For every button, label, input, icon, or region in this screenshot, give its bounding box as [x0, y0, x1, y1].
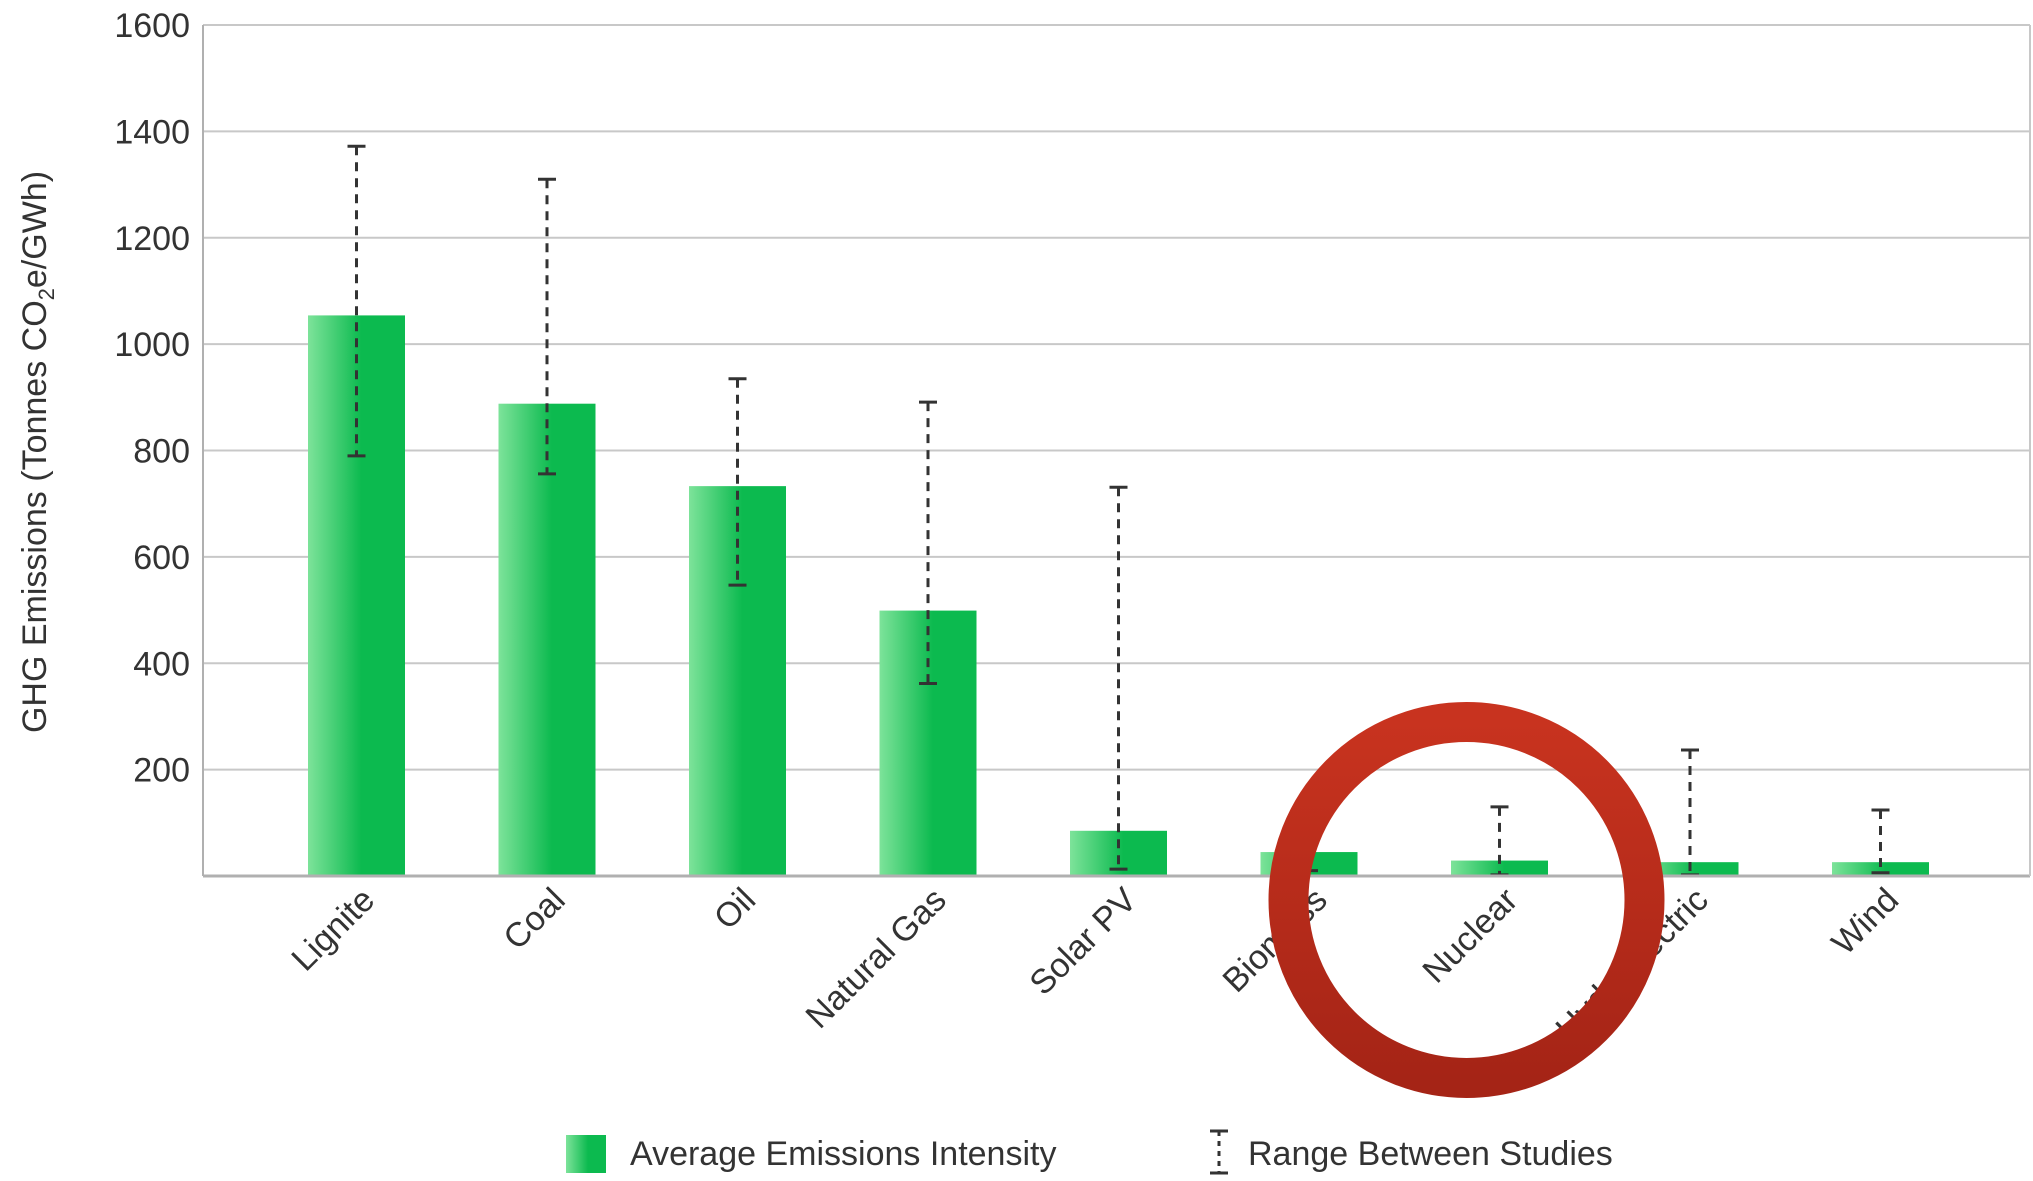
x-tick-label: Coal — [496, 881, 572, 957]
y-tick-label: 800 — [133, 433, 190, 471]
x-tick-label: Natural Gas — [799, 881, 954, 1036]
bar-wind — [1832, 862, 1929, 876]
legend-bar-swatch — [566, 1135, 606, 1173]
range-bar-coal — [538, 177, 556, 476]
bars — [308, 315, 1929, 876]
legend-range-icon — [1210, 1129, 1228, 1175]
bar-natural-gas — [879, 610, 977, 876]
range-bar-solar-pv — [1109, 485, 1128, 871]
legend-bar-label: Average Emissions Intensity — [630, 1135, 1056, 1173]
y-tick-label: 600 — [133, 539, 190, 577]
range-bar-lignite — [347, 144, 366, 458]
range-bar-oil — [728, 377, 747, 587]
legend-range-label: Range Between Studies — [1248, 1135, 1613, 1173]
x-tick-label: Solar PV — [1022, 881, 1144, 1003]
gridlines — [203, 24, 2030, 771]
y-tick-label: 1600 — [114, 7, 190, 45]
bar-lignite — [308, 315, 405, 876]
range-bar-wind — [1871, 808, 1890, 875]
y-tick-label: 1200 — [114, 220, 190, 258]
annotation-ring — [1268, 702, 1665, 1098]
x-tick-label: Wind — [1825, 881, 1907, 963]
axes — [202, 25, 2031, 878]
annotation-circle — [1268, 702, 1665, 1098]
x-tick-label: Oil — [707, 881, 763, 937]
x-tick-label: Lignite — [284, 881, 382, 979]
y-tick-label: 200 — [133, 752, 190, 790]
y-tick-label: 1000 — [114, 326, 190, 364]
bar-oil — [689, 486, 786, 876]
y-tick-label: 1400 — [114, 113, 190, 151]
bar-coal — [498, 403, 596, 876]
y-axis-label: GHG Emissions (Tonnes CO2e/GWh) — [16, 171, 59, 733]
range-bar-natural-gas — [919, 400, 937, 685]
y-tick-labels: 200 400 600 800 1000 1200 1400 1600 — [114, 7, 190, 790]
y-tick-label: 400 — [133, 645, 190, 683]
x-tick-label: Nuclear — [1415, 881, 1525, 991]
bar-nuclear — [1451, 860, 1548, 876]
legend: Average Emissions Intensity Range Betwee… — [566, 1129, 1613, 1175]
